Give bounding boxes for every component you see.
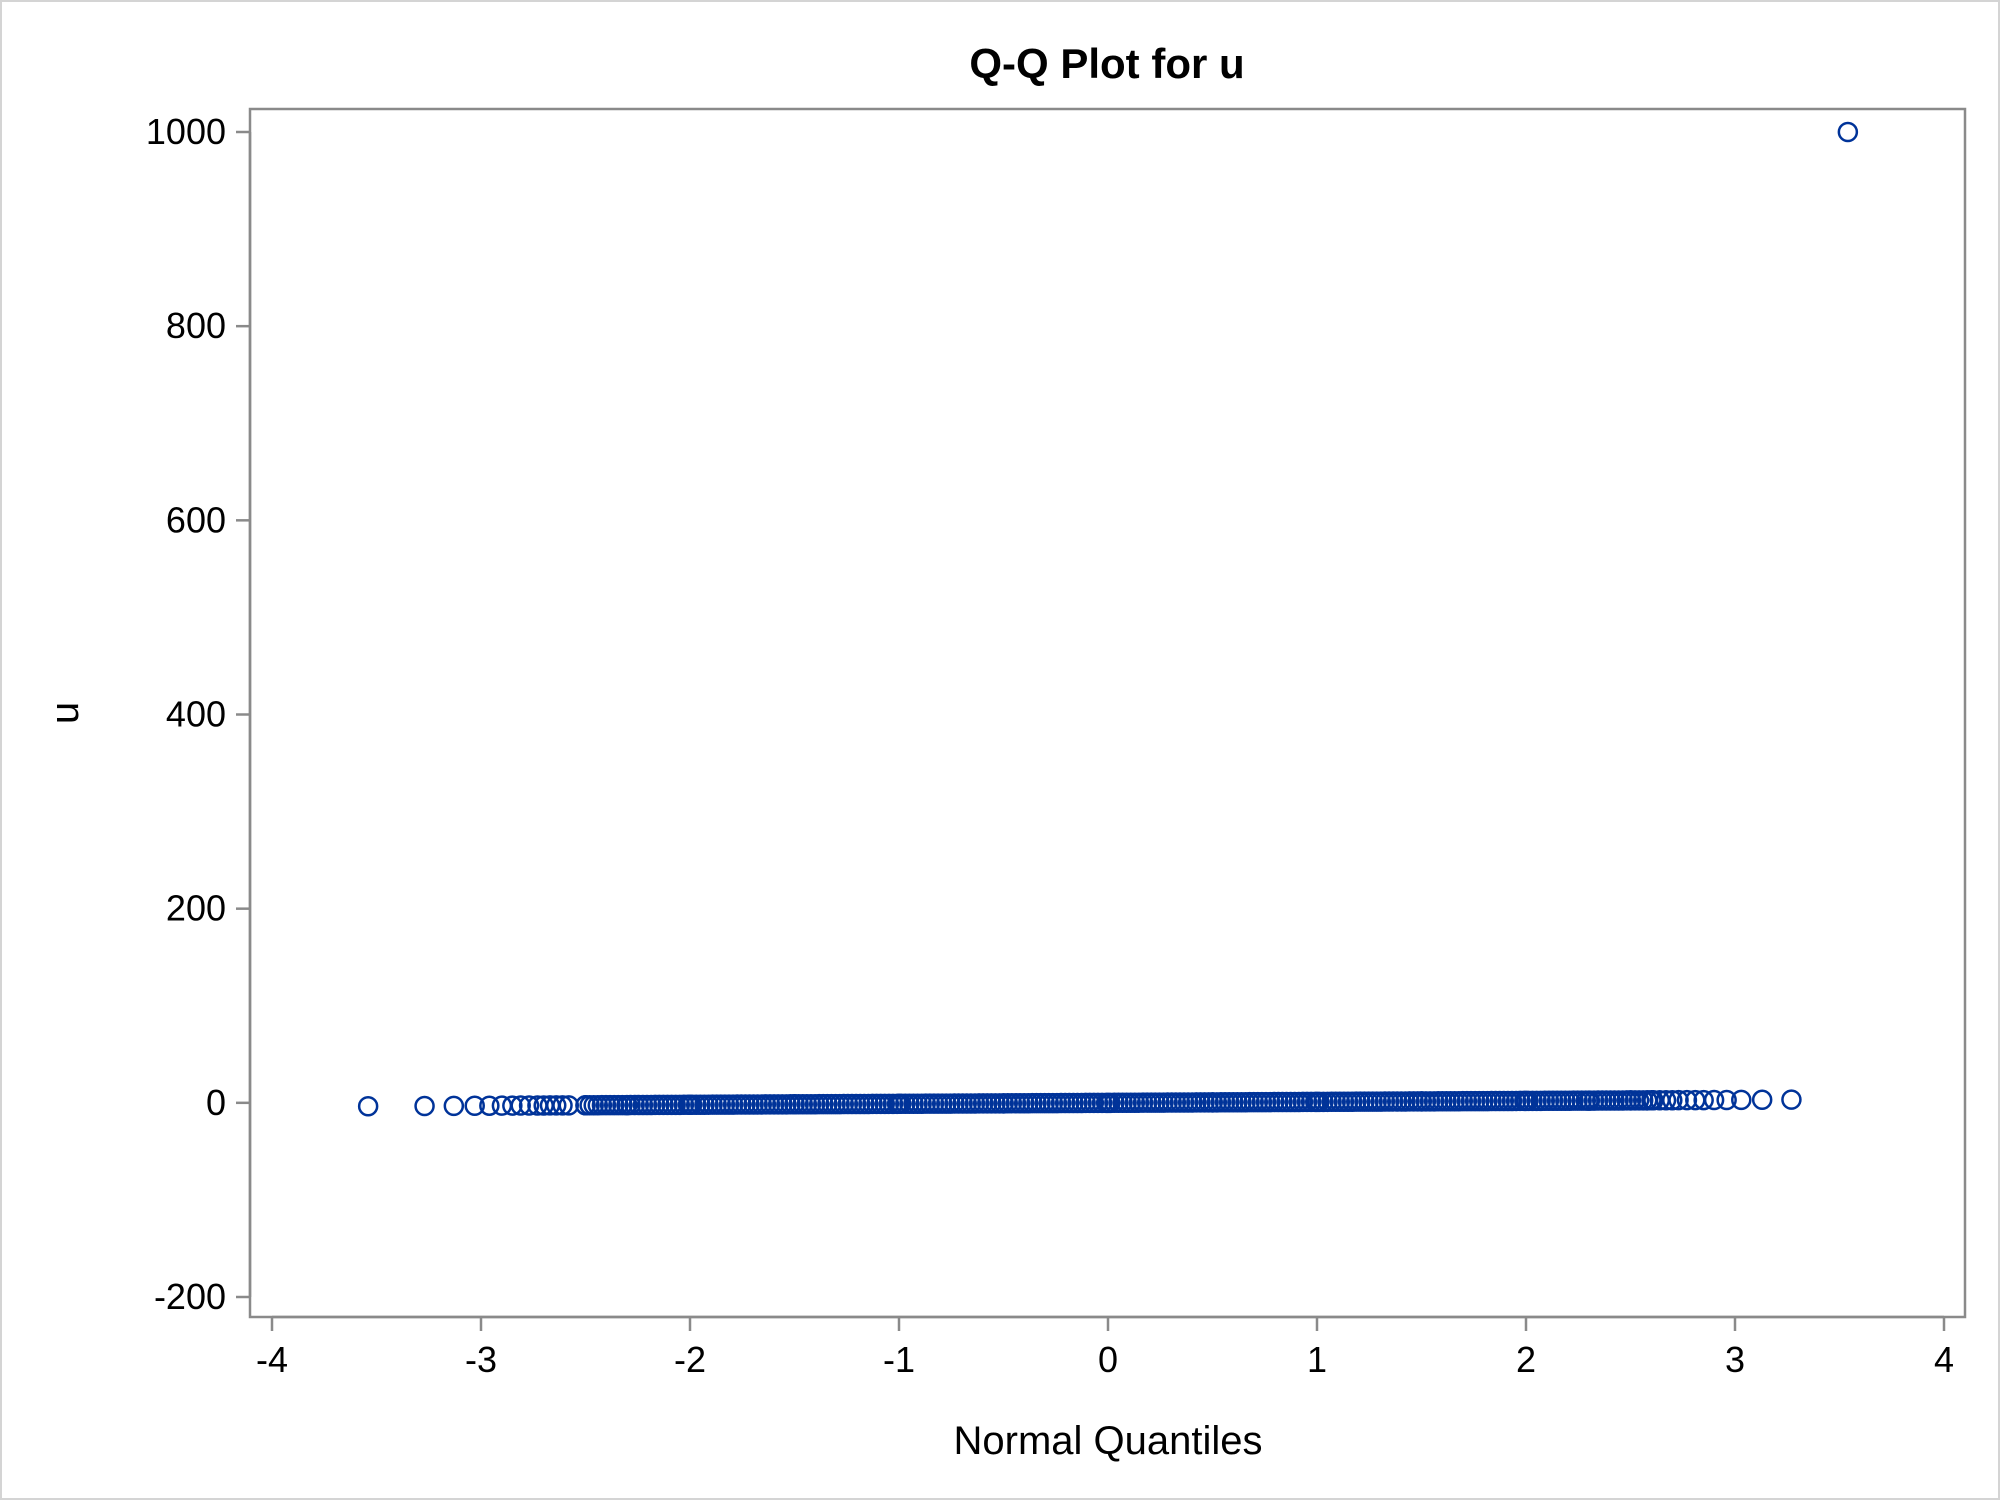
x-tick-label: 2 bbox=[1516, 1339, 1536, 1380]
data-point bbox=[464, 1095, 485, 1117]
y-axis-label: u bbox=[43, 702, 87, 724]
data-point bbox=[784, 1094, 805, 1115]
data-point bbox=[510, 1095, 531, 1116]
x-ticks: -4 -3 -2 -1 0 1 2 3 4 bbox=[256, 1317, 1954, 1380]
data-point bbox=[414, 1095, 435, 1117]
data-point bbox=[1693, 1089, 1714, 1111]
data-point bbox=[1751, 1089, 1773, 1111]
data-point bbox=[679, 1094, 701, 1116]
data-point bbox=[993, 1093, 1014, 1114]
data-point bbox=[1306, 1091, 1328, 1113]
data-point bbox=[1097, 1092, 1119, 1114]
y-tick-label: 1000 bbox=[146, 111, 226, 152]
data-point bbox=[357, 1096, 379, 1117]
x-tick-label: -3 bbox=[465, 1339, 497, 1380]
x-axis-label: Normal Quantiles bbox=[953, 1419, 1262, 1463]
data-point bbox=[1620, 1090, 1641, 1111]
data-point bbox=[479, 1095, 500, 1116]
data-point bbox=[545, 1095, 567, 1116]
data-point bbox=[1202, 1092, 1223, 1113]
data-point bbox=[1655, 1089, 1677, 1111]
y-tick-label: 200 bbox=[166, 888, 226, 929]
data-point bbox=[1703, 1089, 1725, 1111]
data-point bbox=[1578, 1090, 1599, 1111]
y-tick-label: 800 bbox=[166, 305, 226, 346]
data-point bbox=[1676, 1089, 1698, 1111]
x-tick-label: -2 bbox=[674, 1339, 706, 1380]
data-point bbox=[1662, 1089, 1683, 1111]
data-point bbox=[1837, 121, 1859, 143]
data-point bbox=[575, 1095, 596, 1116]
y-tick-label: 600 bbox=[166, 499, 226, 540]
x-tick-label: 4 bbox=[1934, 1339, 1954, 1380]
data-point bbox=[1781, 1089, 1802, 1110]
x-tick-label: 0 bbox=[1098, 1339, 1118, 1380]
x-tick-label: 3 bbox=[1725, 1339, 1745, 1380]
data-point bbox=[1731, 1089, 1752, 1111]
y-tick-label: -200 bbox=[154, 1276, 226, 1317]
data-point bbox=[617, 1094, 638, 1116]
x-tick-label: 1 bbox=[1307, 1339, 1327, 1380]
data-point bbox=[443, 1095, 465, 1117]
x-tick-label: -4 bbox=[256, 1339, 288, 1380]
y-ticks: -200 0 200 400 600 800 1000 bbox=[146, 111, 250, 1317]
plot-area bbox=[248, 107, 1967, 1319]
data-point bbox=[1515, 1090, 1537, 1112]
data-point bbox=[1668, 1089, 1689, 1111]
data-point bbox=[1716, 1089, 1737, 1111]
data-point bbox=[888, 1093, 910, 1115]
data-point bbox=[558, 1095, 580, 1116]
chart-title: Q-Q Plot for u bbox=[969, 40, 1244, 87]
y-tick-label: 0 bbox=[206, 1082, 226, 1123]
data-points bbox=[357, 121, 1859, 1117]
data-point bbox=[1411, 1091, 1432, 1112]
data-point bbox=[552, 1095, 573, 1116]
data-point bbox=[502, 1095, 523, 1116]
x-tick-label: -1 bbox=[883, 1339, 915, 1380]
y-tick-label: 400 bbox=[166, 694, 226, 735]
data-point bbox=[518, 1095, 540, 1116]
